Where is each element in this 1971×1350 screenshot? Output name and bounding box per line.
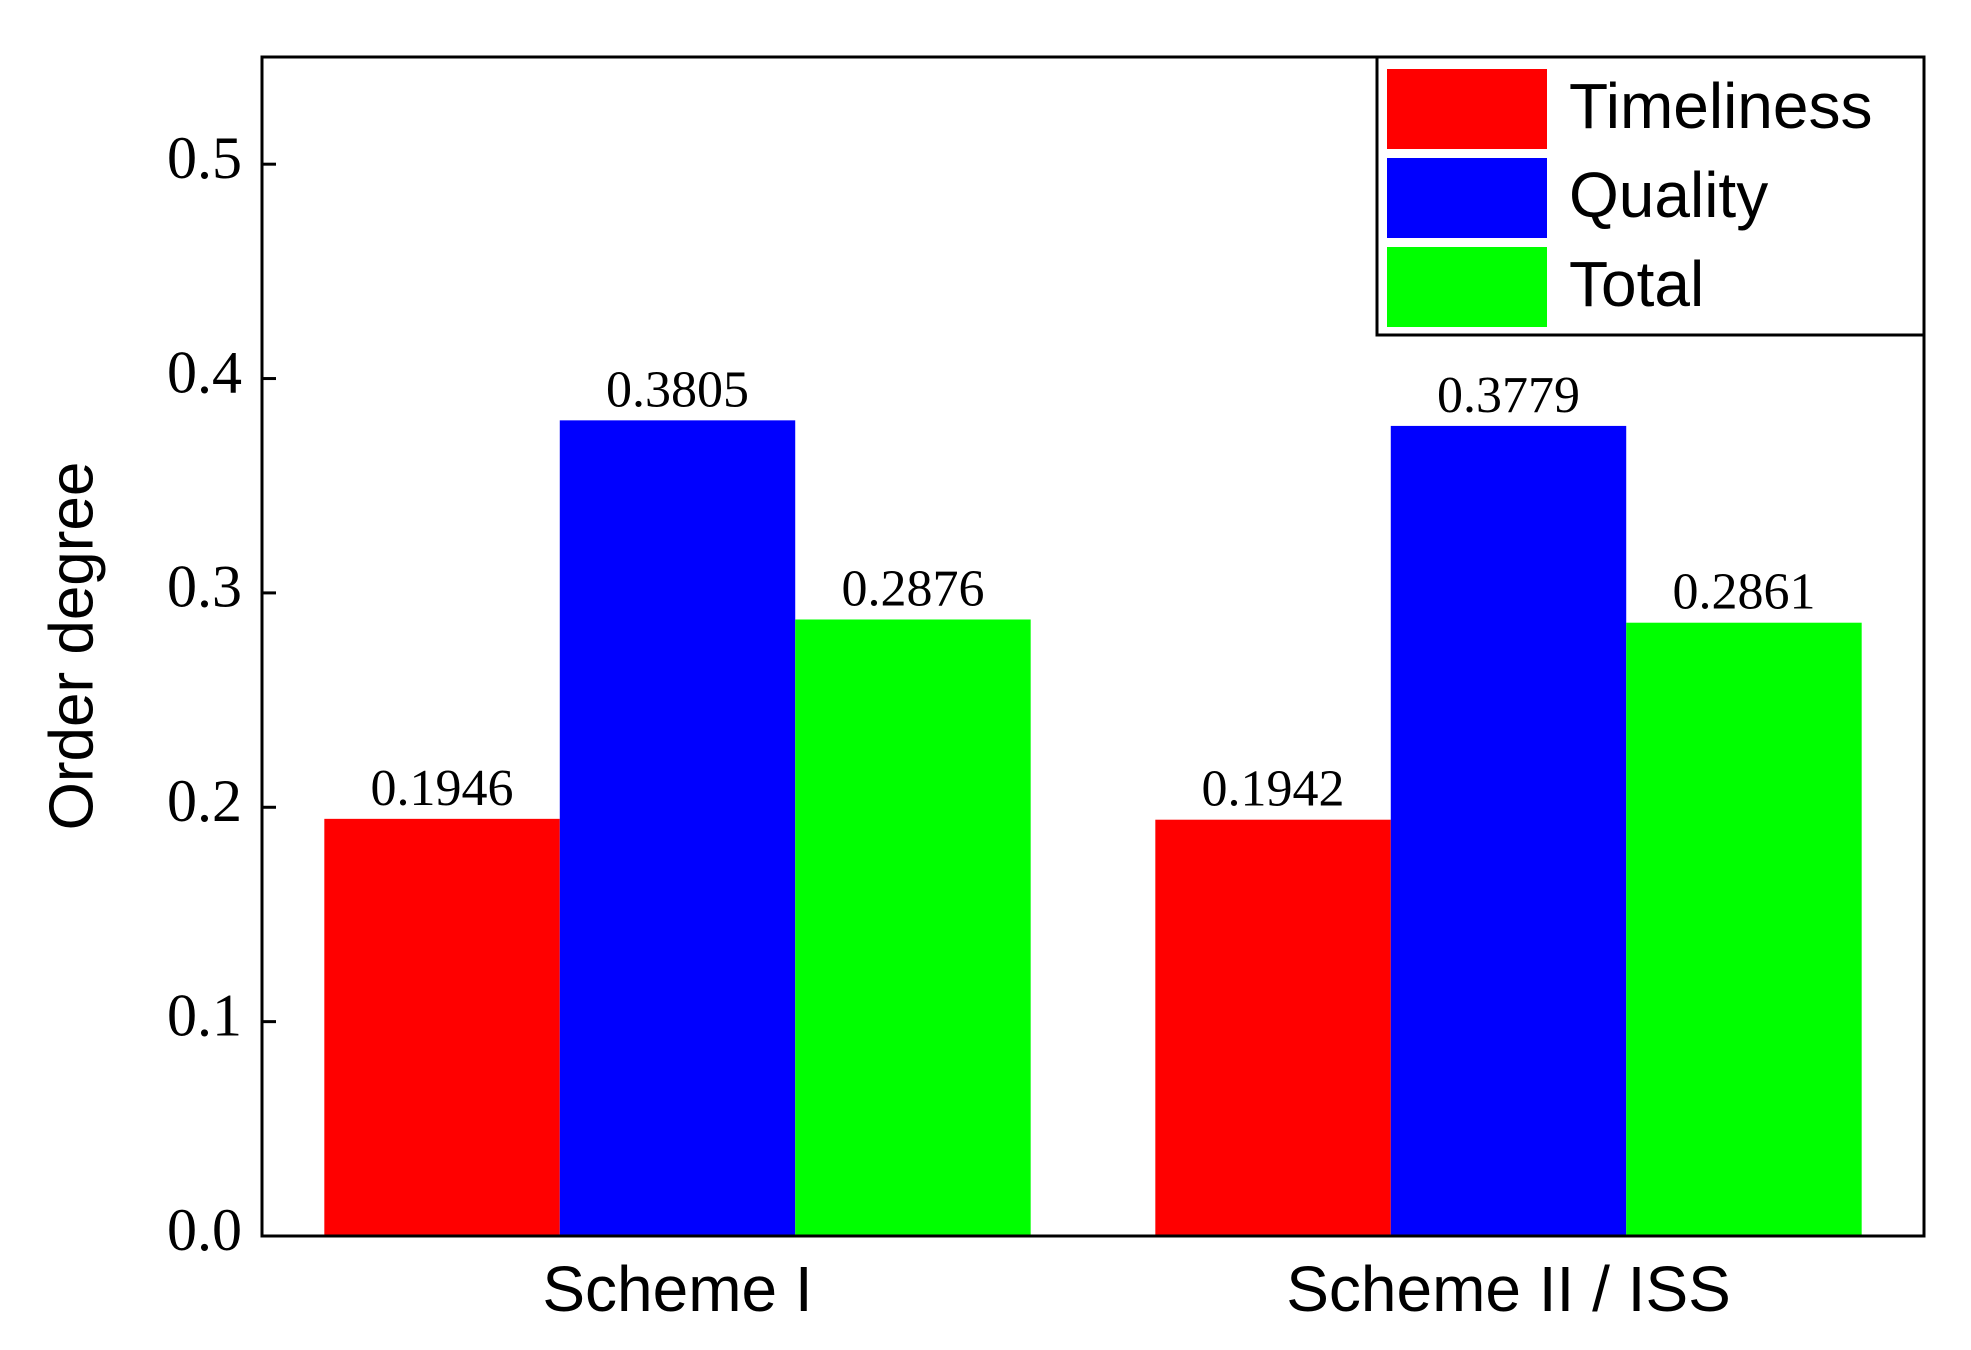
bar (1155, 819, 1391, 1236)
bar (324, 818, 560, 1236)
bar (559, 420, 796, 1236)
plot-frame (260, 55, 1926, 1238)
legend-label: Quality (1569, 159, 1768, 231)
value-label: 0.3805 (606, 361, 749, 418)
y-axis-label: Order degree (37, 462, 106, 831)
x-tick-label: Scheme I (542, 1253, 812, 1325)
value-label: 0.1942 (1202, 761, 1345, 818)
value-label: 0.2861 (1672, 564, 1815, 621)
value-label: 0.1946 (371, 760, 514, 817)
bar (1626, 622, 1862, 1236)
bar (1390, 425, 1627, 1237)
y-tick-label: 0.3 (167, 554, 242, 620)
legend-swatch (1387, 247, 1547, 327)
bar (795, 619, 1031, 1236)
y-tick-label: 0.5 (167, 125, 242, 191)
legend-label: Total (1569, 248, 1704, 320)
x-tick-label: Scheme II / ISS (1286, 1253, 1731, 1325)
legend-label: Timeliness (1569, 70, 1872, 142)
y-tick-label: 0.4 (167, 339, 242, 405)
value-label: 0.3779 (1437, 367, 1580, 424)
y-tick-label: 0.0 (167, 1197, 242, 1263)
value-label: 0.2876 (841, 560, 984, 617)
legend-swatch (1387, 69, 1547, 149)
y-tick-label: 0.1 (167, 982, 242, 1048)
legend-swatch (1387, 158, 1547, 238)
y-tick-label: 0.2 (167, 768, 242, 834)
